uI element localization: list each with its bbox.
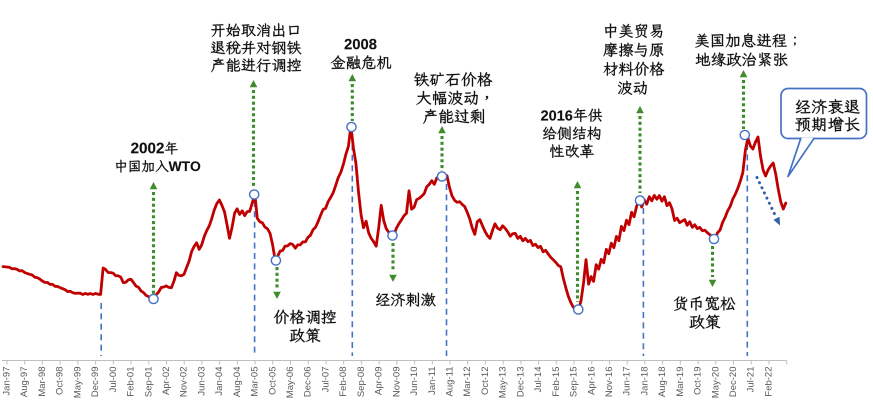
svg-text:Apr-02: Apr-02: [161, 367, 172, 396]
svg-text:Oct-98: Oct-98: [55, 367, 66, 396]
svg-text:Jun-03: Jun-03: [196, 367, 207, 396]
svg-text:Feb-22: Feb-22: [764, 367, 775, 397]
svg-text:Jun-10: Jun-10: [409, 367, 420, 396]
svg-text:Sep-08: Sep-08: [356, 367, 367, 398]
svg-text:Feb-08: Feb-08: [338, 367, 349, 397]
svg-text:Mar-98: Mar-98: [37, 367, 48, 397]
svg-text:Jul-21: Jul-21: [746, 367, 757, 393]
svg-text:Oct-05: Oct-05: [267, 367, 278, 396]
svg-text:Jan-04: Jan-04: [214, 367, 225, 396]
svg-text:Aug-11: Aug-11: [445, 367, 456, 397]
svg-text:May-13: May-13: [498, 367, 509, 399]
svg-text:Dec-20: Dec-20: [728, 367, 739, 398]
svg-text:Mar-05: Mar-05: [250, 367, 261, 397]
svg-text:Apr-09: Apr-09: [374, 367, 385, 396]
svg-text:Jul-14: Jul-14: [533, 367, 544, 393]
svg-text:Jan-97: Jan-97: [2, 367, 13, 396]
svg-text:Jul-07: Jul-07: [321, 367, 332, 393]
svg-text:Oct-12: Oct-12: [480, 367, 491, 396]
svg-text:May-20: May-20: [710, 367, 721, 399]
svg-text:Nov-16: Nov-16: [604, 367, 615, 398]
svg-text:Nov-02: Nov-02: [179, 367, 190, 398]
svg-text:May-99: May-99: [72, 367, 83, 399]
svg-text:Aug-18: Aug-18: [657, 367, 668, 398]
svg-text:Jun-17: Jun-17: [622, 367, 633, 396]
svg-text:Dec-99: Dec-99: [90, 367, 101, 398]
svg-text:Apr-16: Apr-16: [586, 367, 597, 396]
svg-text:Feb-15: Feb-15: [551, 367, 562, 397]
svg-text:Jul-00: Jul-00: [108, 367, 119, 393]
svg-text:Feb-01: Feb-01: [126, 367, 137, 397]
svg-text:Oct-19: Oct-19: [693, 367, 704, 396]
svg-text:Jan-18: Jan-18: [639, 367, 650, 396]
svg-text:May-06: May-06: [285, 367, 296, 399]
svg-text:Aug-97: Aug-97: [19, 367, 30, 398]
svg-text:Nov-09: Nov-09: [391, 367, 402, 398]
svg-text:Jan-11: Jan-11: [427, 367, 438, 395]
svg-text:Mar-19: Mar-19: [675, 367, 686, 397]
svg-text:Dec-13: Dec-13: [515, 367, 526, 398]
svg-text:Sep-15: Sep-15: [569, 367, 580, 398]
svg-text:Dec-06: Dec-06: [303, 367, 314, 398]
svg-text:Aug-04: Aug-04: [232, 367, 243, 398]
svg-text:Sep-01: Sep-01: [143, 367, 154, 398]
svg-text:Mar-12: Mar-12: [462, 367, 473, 397]
